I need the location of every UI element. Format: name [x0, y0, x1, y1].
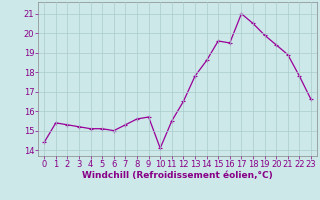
X-axis label: Windchill (Refroidissement éolien,°C): Windchill (Refroidissement éolien,°C)	[82, 171, 273, 180]
